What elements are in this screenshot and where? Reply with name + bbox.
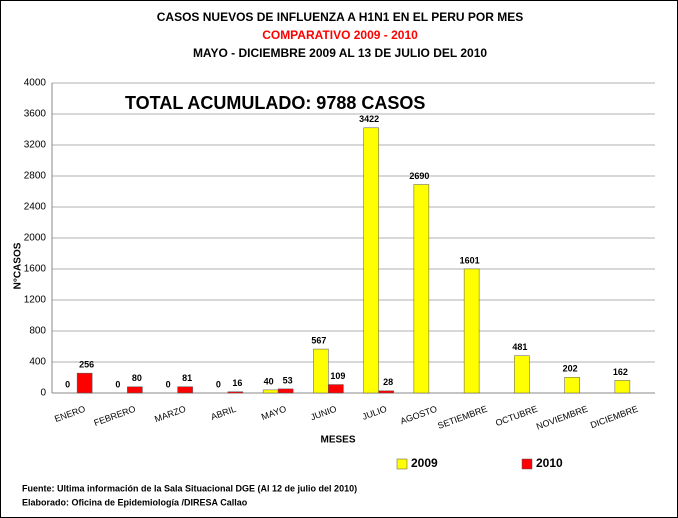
legend-swatch xyxy=(521,458,533,470)
bar xyxy=(564,377,580,394)
y-axis-label: N°CASOS xyxy=(13,242,24,289)
bar xyxy=(177,386,193,394)
data-label: 16 xyxy=(232,378,242,388)
bar xyxy=(328,384,344,394)
bar xyxy=(614,380,631,394)
y-tick-label: 1600 xyxy=(24,264,47,275)
y-tick-label: 800 xyxy=(29,326,46,337)
footer: Fuente: Ultima información de la Sala Si… xyxy=(22,483,357,493)
bar xyxy=(262,389,279,394)
bar xyxy=(413,184,430,394)
data-label: 0 xyxy=(166,379,171,389)
data-label: 162 xyxy=(613,367,628,377)
legend-label: 2010 xyxy=(536,456,563,470)
data-label: 2690 xyxy=(409,171,429,181)
data-label: 3422 xyxy=(359,114,379,124)
bar xyxy=(127,386,143,394)
y-tick-label: 4000 xyxy=(24,78,47,89)
bar xyxy=(363,127,379,394)
data-label: 256 xyxy=(79,360,94,370)
bar xyxy=(514,355,530,394)
bar xyxy=(277,388,294,394)
y-tick-label: 2400 xyxy=(24,202,47,213)
bar xyxy=(313,348,329,394)
data-label: 28 xyxy=(383,377,393,387)
chart-subtitle: COMPARATIVO 2009 - 2010 xyxy=(262,28,418,42)
data-label: 53 xyxy=(283,375,293,385)
data-label: 40 xyxy=(264,376,274,386)
data-label: 81 xyxy=(182,373,192,383)
data-label: 0 xyxy=(216,379,221,389)
x-axis-label: MESES xyxy=(320,435,355,446)
data-label: 567 xyxy=(311,335,326,345)
data-label: 481 xyxy=(512,342,527,352)
bar xyxy=(76,372,93,394)
y-tick-label: 0 xyxy=(40,388,46,399)
data-label: 80 xyxy=(132,373,142,383)
y-tick-label: 2800 xyxy=(24,171,47,182)
chart-subtitle: MAYO - DICIEMBRE 2009 AL 13 DE JULIO DEL… xyxy=(193,46,487,60)
y-tick-label: 3200 xyxy=(24,140,47,151)
y-tick-label: 400 xyxy=(29,357,46,368)
data-label: 0 xyxy=(65,379,70,389)
annotation: TOTAL ACUMULADO: 9788 CASOS xyxy=(125,93,425,113)
data-label: 109 xyxy=(330,371,345,381)
data-label: 202 xyxy=(563,364,578,374)
bar xyxy=(227,391,244,394)
legend-label: 2009 xyxy=(411,456,438,470)
legend-swatch xyxy=(396,458,408,470)
footer: Elaborado: Oficina de Epidemiología /DIR… xyxy=(22,497,248,507)
bar xyxy=(378,390,394,394)
bar xyxy=(463,268,480,394)
y-tick-label: 3600 xyxy=(24,109,47,120)
y-tick-label: 2000 xyxy=(24,233,47,244)
data-label: 1601 xyxy=(460,255,480,265)
y-tick-label: 1200 xyxy=(24,295,47,306)
data-label: 0 xyxy=(115,379,120,389)
chart-title: CASOS NUEVOS DE INFLUENZA A H1N1 EN EL P… xyxy=(157,10,524,24)
